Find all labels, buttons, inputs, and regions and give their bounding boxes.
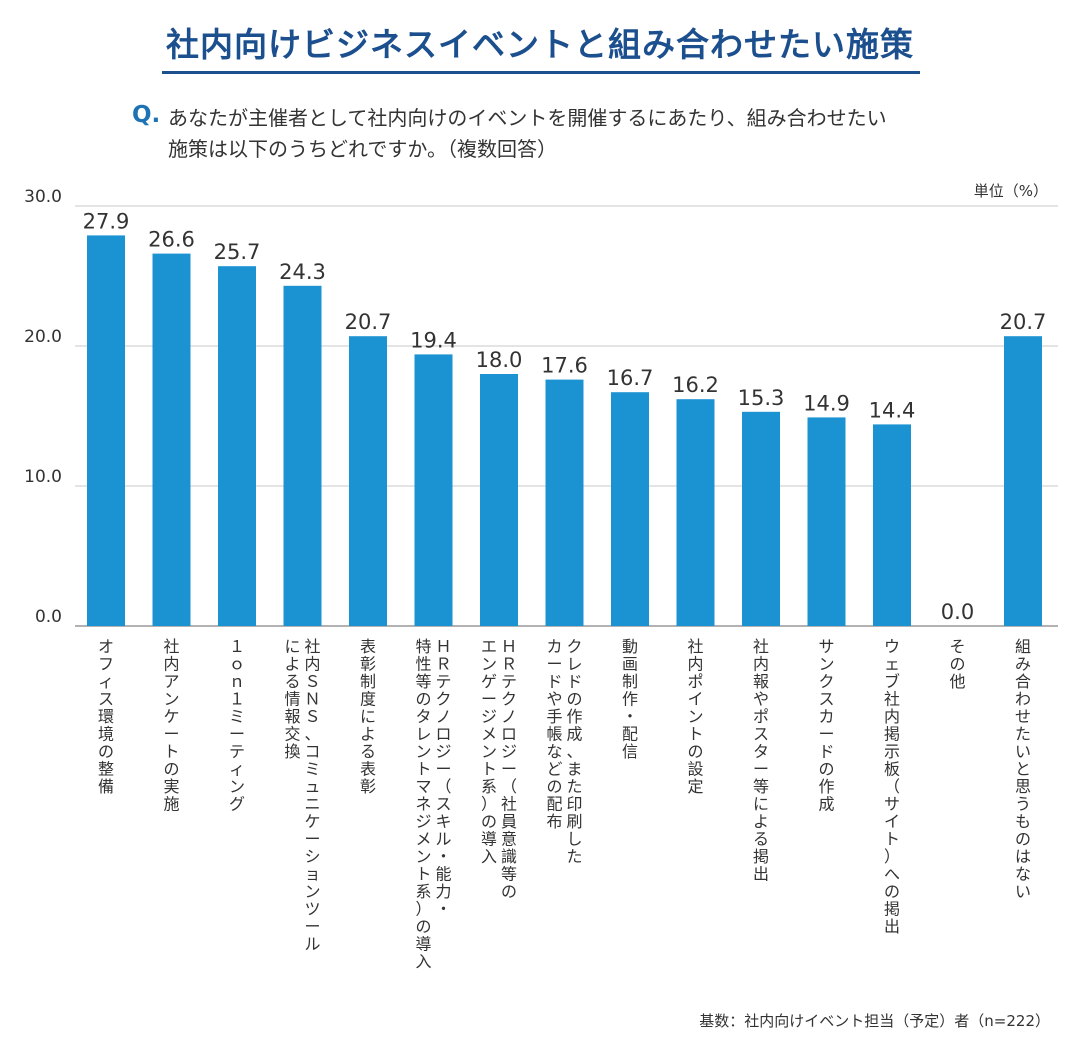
- data-label: 27.9: [83, 209, 130, 233]
- x-tick-label: 社内ポイントの設定: [687, 637, 703, 796]
- question-line-2: 施策は以下のうちどれですか。（複数回答）: [168, 137, 557, 161]
- bar: [611, 392, 649, 626]
- question-text: あなたが主催者として社内向けのイベントを開催するにあたり、組み合わせたい 施策は…: [168, 103, 988, 165]
- data-label: 16.7: [607, 366, 654, 390]
- data-label: 15.3: [738, 386, 785, 410]
- data-label: 17.6: [541, 354, 588, 378]
- y-tick-label: 20.0: [24, 327, 62, 347]
- x-tick-label: 組み合わせたいと思うものはない: [1015, 637, 1031, 901]
- x-tick-label: ＨＲテクノロジー（社員意識等の: [501, 637, 517, 901]
- x-tick-label: 社内ＳＮＳ、コミュニケーションツール: [304, 637, 320, 954]
- data-label: 20.7: [1000, 310, 1047, 334]
- x-tick-label: 表彰制度による表彰: [360, 637, 376, 796]
- x-tick-label: １ｏｎ１ミーティング: [229, 637, 245, 814]
- title-underline: [162, 71, 920, 74]
- x-tick-label: 社内アンケートの実施: [163, 637, 179, 814]
- data-label: 19.4: [410, 328, 457, 352]
- question-line-1: あなたが主催者として社内向けのイベントを開催するにあたり、組み合わせたい: [168, 106, 887, 130]
- x-tick-label: エンゲージメント系）の導入: [481, 637, 497, 866]
- x-tick-label: 特性等のタレントマネジメント系）の導入: [415, 637, 431, 971]
- page-title: 社内向けビジネスイベントと組み合わせたい施策: [166, 25, 914, 64]
- bar: [218, 266, 256, 626]
- bar: [87, 235, 125, 626]
- x-tick-label: サンクスカードの作成: [818, 637, 834, 814]
- data-label: 16.2: [672, 373, 719, 397]
- data-label: 14.4: [869, 398, 916, 422]
- bar: [545, 379, 584, 626]
- bar: [742, 411, 780, 626]
- x-tick-label: クレドの作成、また印刷した: [566, 637, 582, 866]
- bar: [676, 399, 715, 626]
- x-tick-label: 社内報やポスター等による掲出: [753, 637, 769, 884]
- data-label: 0.0: [941, 600, 974, 624]
- x-tick-label: ウェブ社内掲示板（サイト）への掲出: [884, 637, 900, 936]
- data-label: 24.3: [279, 260, 326, 284]
- x-tick-label: ＨＲテクノロジー（スキル・能力・: [435, 637, 451, 919]
- question-mark: Q.: [132, 102, 161, 128]
- x-tick-label: による情報交換: [284, 637, 300, 761]
- data-label: 26.6: [148, 228, 195, 252]
- bar: [349, 336, 387, 626]
- unit-label: 単位（%）: [973, 182, 1048, 200]
- bar: [152, 253, 191, 626]
- x-tick-label: オフィス環境の整備: [98, 637, 114, 796]
- bar: [283, 285, 322, 626]
- bar: [873, 424, 911, 626]
- x-tick-label: その他: [949, 637, 965, 691]
- data-label: 20.7: [345, 310, 392, 334]
- y-tick-label: 30.0: [24, 187, 62, 207]
- y-tick-label: 0.0: [35, 607, 62, 627]
- bar: [807, 417, 846, 626]
- y-tick-label: 10.0: [24, 467, 62, 487]
- bar: [1004, 336, 1042, 626]
- data-label: 25.7: [214, 240, 261, 264]
- x-tick-label: 動画制作・配信: [622, 637, 638, 761]
- bar: [414, 354, 453, 626]
- data-label: 18.0: [476, 348, 523, 372]
- data-label: 14.9: [803, 391, 850, 415]
- bar: [480, 374, 518, 626]
- x-tick-label: カードや手帳などの配布: [546, 637, 562, 831]
- basis-note: 基数：社内向けイベント担当（予定）者（n=222）: [699, 1012, 1050, 1030]
